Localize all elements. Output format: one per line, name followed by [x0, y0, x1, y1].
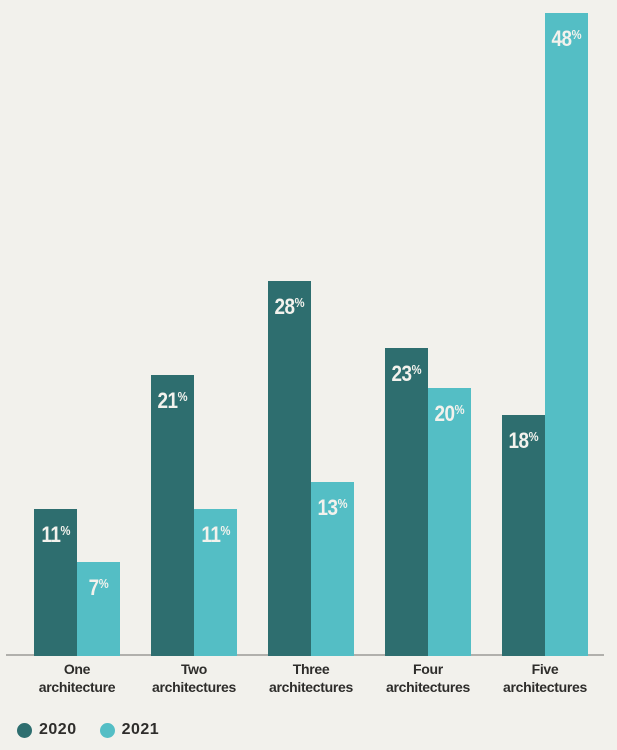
bar-2020-group-3: 28%	[268, 280, 311, 656]
category-labels-row: One architecture Two architectures Three arch…	[0, 660, 617, 705]
percent-sign: %	[177, 388, 188, 404]
category-label-3: Three architectures	[241, 660, 381, 696]
percent-sign: %	[454, 402, 465, 417]
category-label-line: architectures	[385, 679, 471, 695]
bar-group-4: 23% 20%	[385, 347, 471, 656]
chart-plot-region: 11% 7% 21% 11% 28% 13% 23% 20% 18% 48%	[6, 0, 604, 656]
percent-sign: %	[220, 522, 231, 538]
bar-value-label: 11%	[194, 520, 237, 546]
bar-value-label: 21%	[151, 386, 194, 412]
bar-2020-group-2: 21%	[151, 374, 194, 656]
legend-dot-icon	[17, 722, 32, 738]
bar-2021-group-3: 13%	[311, 481, 354, 656]
bar-group-1: 11% 7%	[34, 508, 120, 656]
bar-value-number: 21	[157, 387, 178, 413]
category-label-line: Five	[531, 661, 559, 677]
bar-value-label: 13%	[311, 493, 354, 519]
percent-sign: %	[60, 522, 71, 538]
bar-2021-group-4: 20%	[428, 388, 471, 656]
bar-2021-group-1: 7%	[77, 562, 120, 656]
legend-dot-icon	[99, 722, 115, 738]
bar-value-label: 23%	[385, 359, 428, 385]
category-label-line: Two	[180, 661, 208, 677]
legend-item-2021: 2021	[99, 721, 160, 739]
bar-value-number: 48	[551, 25, 572, 51]
category-label-1: One architecture	[7, 660, 147, 696]
bar-value-number: 23	[391, 360, 412, 386]
bar-value-number: 7	[88, 575, 99, 601]
category-label-line: architectures	[502, 679, 588, 695]
bar-value-number: 20	[434, 401, 455, 426]
category-label-5: Five architectures	[475, 660, 615, 696]
legend-label: 2021	[121, 721, 160, 738]
bar-value-label: 11%	[34, 520, 77, 546]
percent-sign: %	[571, 26, 582, 42]
bar-value-number: 13	[317, 494, 338, 520]
bar-value-number: 11	[200, 521, 221, 547]
bar-value-number: 28	[274, 293, 295, 319]
bar-value-label: 48%	[545, 24, 588, 50]
legend-label: 2020	[39, 721, 77, 738]
category-label-4: Four architectures	[358, 660, 498, 696]
percent-sign: %	[411, 361, 422, 377]
bar-2021-group-2: 11%	[194, 508, 237, 656]
category-label-line: One	[63, 661, 91, 677]
legend-item-2020: 2020	[17, 721, 77, 739]
bar-group-2: 21% 11%	[151, 374, 237, 656]
bar-value-number: 11	[40, 521, 61, 547]
percent-sign: %	[294, 294, 305, 310]
plot-area: 11% 7% 21% 11% 28% 13% 23% 20% 18% 48%	[34, 0, 588, 656]
legend: 2020 2021	[17, 721, 159, 739]
bar-2020-group-4: 23%	[385, 347, 428, 656]
category-label-line: architecture	[38, 679, 116, 695]
bar-value-label: 7%	[77, 573, 120, 599]
bar-2020-group-5: 18%	[502, 414, 545, 656]
bar-group-5: 18% 48%	[502, 12, 588, 656]
category-label-line: Four	[413, 661, 443, 677]
bar-2021-group-5: 48%	[545, 12, 588, 656]
bar-value-label: 18%	[502, 426, 545, 452]
bar-value-number: 18	[508, 427, 529, 453]
percent-sign: %	[528, 428, 539, 444]
category-label-line: Three	[292, 661, 330, 677]
bar-value-label: 20%	[428, 399, 471, 425]
category-label-line: architectures	[268, 679, 354, 695]
category-label-2: Two architectures	[124, 660, 264, 696]
bar-2020-group-1: 11%	[34, 508, 77, 656]
bar-value-label: 28%	[268, 292, 311, 318]
percent-sign: %	[337, 495, 348, 511]
category-label-line: architectures	[151, 679, 237, 695]
percent-sign: %	[98, 576, 109, 592]
bar-group-3: 28% 13%	[268, 280, 354, 656]
